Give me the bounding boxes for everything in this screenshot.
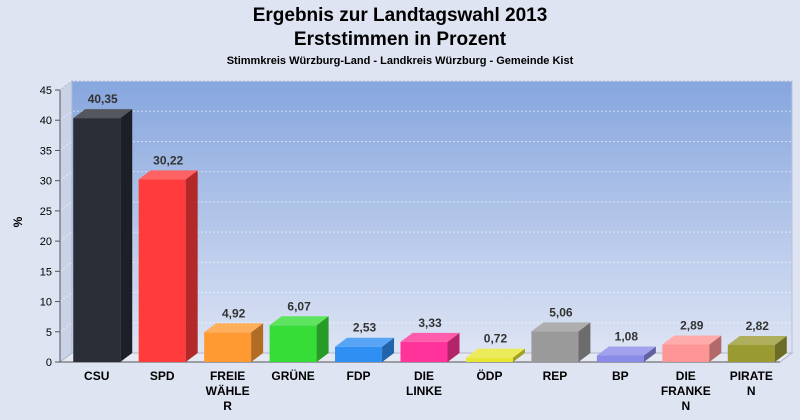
bar-top	[269, 316, 329, 326]
data-label: 5,06	[549, 305, 573, 319]
bar-front	[73, 118, 121, 363]
x-tick-label: FREIE WÄHLE R	[206, 369, 250, 413]
bar-side	[447, 332, 460, 362]
bar	[465, 348, 525, 362]
data-label: 2,53	[353, 321, 377, 335]
bar	[138, 170, 198, 362]
x-tick-label: ÖDP	[476, 368, 502, 383]
bar	[596, 346, 656, 362]
x-tick-label: DIE LINKE	[406, 369, 442, 398]
bar-top	[400, 332, 460, 342]
bar-side	[120, 109, 133, 363]
y-tick-label: 5	[46, 327, 52, 339]
grid-line	[59, 110, 792, 121]
bar-side	[185, 170, 198, 362]
x-tick-label: SPD	[150, 369, 175, 383]
data-label: 2,89	[680, 319, 704, 333]
x-tick-label: FDP	[347, 369, 371, 383]
bar-top	[531, 322, 591, 332]
grid-line	[59, 261, 792, 272]
bar-front	[465, 357, 513, 362]
data-label: 1,08	[615, 329, 639, 343]
bar-top	[596, 346, 656, 356]
x-tick-label: CSU	[84, 369, 109, 383]
bar-front	[662, 344, 710, 362]
bar-top	[204, 323, 264, 333]
y-tick-label: 20	[40, 236, 52, 248]
grid-line	[59, 80, 792, 91]
bar	[73, 109, 133, 363]
grid-line	[59, 201, 792, 212]
grid-line	[59, 171, 792, 182]
bar-side	[578, 322, 591, 362]
data-label: 0,72	[484, 332, 508, 346]
chart-region-label: Stimmkreis Würzburg-Land - Landkreis Wür…	[226, 55, 574, 67]
y-tick-label: 45	[40, 85, 52, 97]
bar	[269, 316, 329, 362]
x-tick-label: REP	[543, 369, 568, 383]
bar	[204, 323, 264, 362]
bar-top	[138, 170, 198, 180]
data-label: 6,07	[287, 299, 311, 313]
bar-front	[204, 332, 252, 362]
x-tick-label: GRÜNE	[271, 368, 314, 383]
bar-top	[73, 109, 133, 119]
bar-front	[335, 346, 383, 362]
grid-line	[59, 231, 792, 242]
bar-front	[531, 331, 579, 362]
chart-subtitle: Erststimmen in Prozent	[293, 29, 507, 50]
x-tick-label: PIRATE N	[730, 369, 773, 398]
y-tick-label: 0	[46, 357, 52, 369]
bar	[727, 335, 787, 362]
chart-title: Ergebnis zur Landtagswahl 2013	[252, 5, 548, 26]
bar-front	[727, 344, 775, 362]
y-tick-label: 25	[40, 206, 52, 218]
bar-side	[251, 323, 264, 362]
bar-top	[335, 337, 395, 347]
bar-top	[662, 335, 722, 345]
bar-side	[316, 316, 329, 362]
data-label: 3,33	[418, 316, 442, 330]
bar	[400, 332, 460, 362]
y-tick-label: 10	[40, 297, 52, 309]
bar-front	[138, 179, 186, 362]
bar-side	[643, 346, 656, 362]
bar-top	[727, 335, 787, 345]
grid-line	[59, 322, 792, 333]
bar	[662, 335, 722, 362]
y-axis-label: %	[11, 216, 25, 227]
bar-side	[382, 337, 395, 362]
data-label: 2,82	[746, 319, 770, 333]
y-tick-label: 40	[40, 115, 52, 127]
bar	[531, 322, 591, 362]
data-label: 40,35	[88, 92, 118, 106]
x-tick-label: BP	[612, 369, 629, 383]
y-tick-label: 30	[40, 176, 52, 188]
bar-front	[269, 325, 317, 362]
bar	[335, 337, 395, 362]
grid-line	[59, 292, 792, 302]
bar-side	[512, 348, 525, 362]
bar-side	[774, 335, 787, 362]
bar-side	[709, 335, 722, 362]
plot-side-wall	[59, 80, 73, 363]
bar-front	[400, 341, 448, 362]
bar-front	[596, 355, 644, 362]
data-label: 30,22	[153, 153, 183, 167]
data-label: 4,92	[222, 306, 246, 320]
grid-line	[59, 140, 792, 151]
y-tick-label: 15	[40, 266, 52, 278]
y-tick-label: 35	[40, 145, 52, 157]
bar-top	[465, 348, 525, 358]
x-tick-label: DIE FRANKE N	[661, 369, 711, 413]
